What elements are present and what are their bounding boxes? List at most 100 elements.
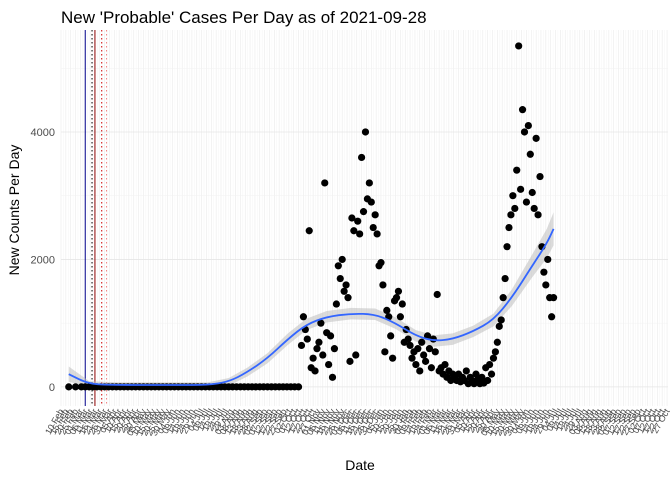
data-point — [338, 255, 346, 264]
data-point — [484, 376, 492, 385]
data-point — [416, 367, 424, 375]
data-point — [489, 354, 498, 362]
data-point — [313, 345, 321, 353]
data-point — [357, 153, 366, 162]
data-point — [418, 338, 426, 346]
data-point — [491, 348, 500, 356]
chart-title: New 'Probable' Cases Per Day as of 2021-… — [61, 8, 427, 27]
data-point — [522, 198, 531, 206]
data-point — [332, 300, 340, 308]
data-point — [387, 332, 395, 340]
data-point — [379, 281, 387, 289]
data-point — [425, 345, 434, 353]
data-point — [478, 373, 486, 381]
data-point — [518, 106, 527, 114]
data-point — [348, 214, 356, 222]
data-point — [513, 166, 521, 174]
data-point — [495, 322, 503, 330]
data-point — [350, 227, 358, 235]
data-point — [367, 198, 375, 206]
data-point — [334, 262, 342, 270]
data-point — [321, 179, 329, 187]
data-point — [485, 360, 494, 369]
data-point — [528, 188, 536, 197]
data-point — [493, 338, 501, 346]
y-axis-title: New Counts Per Day — [6, 145, 22, 276]
data-point — [511, 204, 519, 213]
data-point — [65, 383, 73, 391]
data-point — [431, 348, 439, 356]
data-point — [356, 230, 364, 238]
data-point — [373, 230, 381, 238]
data-point — [524, 121, 532, 130]
data-point — [406, 341, 414, 350]
data-point — [497, 316, 505, 324]
data-point — [542, 281, 550, 289]
data-point — [389, 354, 397, 362]
data-point — [319, 351, 327, 359]
data-point — [297, 341, 306, 350]
x-axis-title: Date — [345, 457, 375, 473]
data-point — [505, 223, 513, 232]
data-point — [346, 357, 354, 365]
y-tick-label: 4000 — [31, 127, 55, 139]
data-point — [404, 335, 412, 343]
data-point — [420, 351, 428, 359]
confidence-band — [68, 212, 554, 387]
data-point — [421, 357, 430, 365]
data-point — [408, 354, 416, 362]
data-point — [499, 294, 507, 302]
data-point — [548, 313, 556, 321]
data-point — [340, 287, 348, 295]
confidence-ribbon — [68, 212, 554, 387]
data-point — [303, 335, 311, 343]
data-point — [427, 364, 436, 372]
data-point — [305, 227, 313, 235]
data-point — [336, 274, 344, 283]
data-point — [392, 294, 401, 302]
y-tick-label: 2000 — [31, 254, 55, 266]
data-point — [317, 319, 325, 327]
data-point — [503, 243, 511, 251]
smooth-trend — [68, 228, 555, 386]
data-point — [342, 281, 350, 289]
data-point — [330, 345, 339, 353]
data-point — [326, 332, 335, 340]
data-point — [361, 128, 370, 136]
data-point — [377, 259, 385, 267]
data-point — [526, 150, 534, 158]
data-point — [507, 211, 515, 219]
data-point — [532, 134, 540, 142]
data-point — [315, 338, 323, 346]
data-point — [544, 255, 552, 264]
data-point — [549, 294, 558, 302]
data-point — [487, 370, 496, 378]
data-point — [540, 268, 548, 276]
data-point — [520, 128, 529, 136]
data-point — [534, 211, 542, 219]
data-point — [369, 223, 377, 232]
y-axis-ticks: 0 2000 4000 — [31, 127, 55, 394]
data-point — [359, 208, 368, 216]
data-point — [398, 300, 406, 308]
data-point — [441, 360, 449, 369]
data-point — [509, 192, 517, 200]
data-point — [311, 367, 319, 375]
y-tick-label: 0 — [49, 382, 55, 394]
data-point — [433, 290, 441, 299]
data-point — [299, 313, 308, 321]
data-point — [371, 211, 379, 219]
data-point — [501, 274, 509, 283]
smooth-line — [68, 228, 555, 386]
data-point — [412, 360, 420, 369]
data-point — [344, 294, 352, 302]
data-point — [328, 373, 337, 381]
data-point — [325, 360, 333, 369]
data-point — [309, 354, 317, 362]
data-point — [517, 185, 525, 193]
data-point — [383, 306, 391, 315]
data-point — [396, 313, 404, 321]
data-point — [536, 172, 544, 181]
